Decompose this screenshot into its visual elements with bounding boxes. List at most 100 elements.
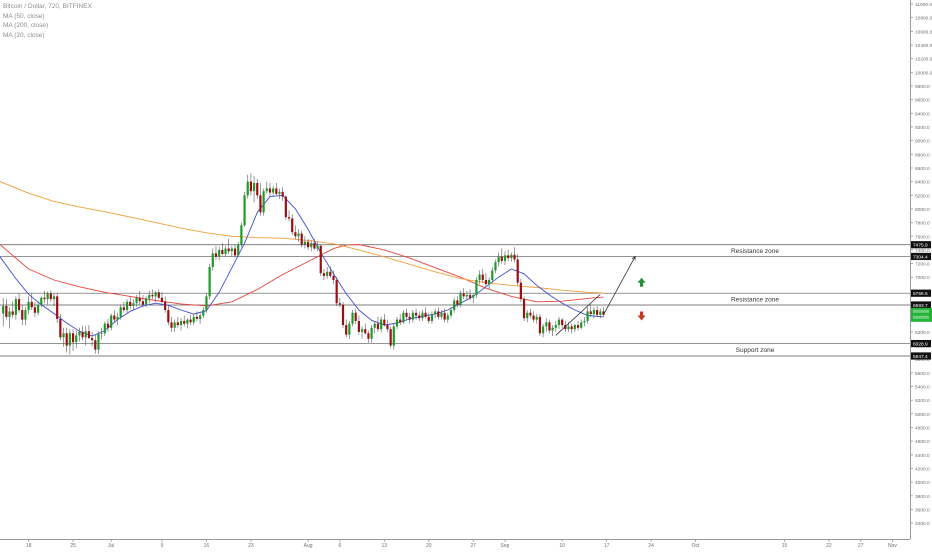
candle-body xyxy=(65,333,68,346)
x-tick-label: Oct xyxy=(692,543,700,549)
price-label-box xyxy=(911,339,931,348)
candle-body xyxy=(580,322,583,328)
candle-body xyxy=(535,316,538,320)
y-tick-label: 7200.0 xyxy=(915,262,930,268)
candle-body xyxy=(322,273,326,276)
legend-symbol[interactable]: Bitcoin / Dollar, 720, BITFINEX xyxy=(3,3,92,10)
y-tick-label: 7000.0 xyxy=(915,275,930,281)
candle-body xyxy=(529,312,532,316)
candle-body xyxy=(602,311,605,315)
candle-body xyxy=(278,191,281,194)
candle-body xyxy=(75,335,78,343)
x-tick-label: 10 xyxy=(559,543,565,549)
candle-body xyxy=(243,195,246,226)
candle-body xyxy=(507,255,510,259)
y-tick-label: 8600.0 xyxy=(915,166,930,172)
up-arrow-icon xyxy=(637,277,646,287)
candle-body xyxy=(91,338,94,341)
candle-body xyxy=(240,225,243,245)
candle-body xyxy=(259,195,262,213)
y-tick-label: 10400.0 xyxy=(915,43,932,49)
y-tick-label: 10600.0 xyxy=(915,29,932,35)
price-label: 7475.9 xyxy=(913,243,928,249)
candle-body xyxy=(84,331,87,338)
legend-ma20[interactable]: MA (20, close) xyxy=(3,31,45,39)
y-tick-label: 8000.0 xyxy=(915,207,930,213)
candle-body xyxy=(554,325,557,328)
candle-body xyxy=(141,301,145,305)
current-price-badge xyxy=(911,307,932,322)
candle-body xyxy=(21,310,24,320)
candle-body xyxy=(522,299,526,319)
x-axis[interactable]: 18 25 Jul 9 16 23 Aug 6 13 20 27 Sep 10 17 24 Oct 15 22 27… xyxy=(0,539,910,549)
x-tick-label: 24 xyxy=(648,543,654,549)
candle-body xyxy=(135,297,138,304)
y-tick-label: 4400.0 xyxy=(915,453,930,459)
candle-body xyxy=(497,256,500,263)
candle-body xyxy=(300,233,303,245)
x-tick-label: 22 xyxy=(826,543,832,549)
candle-body xyxy=(49,293,52,300)
x-tick-label: 27 xyxy=(858,543,864,549)
candle-body xyxy=(538,316,542,334)
candle-body xyxy=(144,298,148,305)
candle-body xyxy=(367,333,370,339)
candle-body xyxy=(52,296,56,300)
candle-body xyxy=(595,310,599,315)
candle-body xyxy=(446,315,449,320)
legend-ma200[interactable]: MA (200, close) xyxy=(3,22,49,29)
price-label: 5847.4 xyxy=(913,354,928,360)
candle-body xyxy=(583,320,586,323)
candle-body xyxy=(332,275,335,280)
candle-body xyxy=(157,292,160,298)
candle-body xyxy=(106,323,110,328)
price-label: 7304.4 xyxy=(913,254,928,260)
ma-line-2 xyxy=(0,194,604,337)
x-tick-label: 6 xyxy=(338,543,341,549)
candle-body xyxy=(275,188,278,194)
candle-body xyxy=(310,243,313,248)
y-tick-label: 5000.0 xyxy=(915,412,930,418)
candle-body xyxy=(272,188,275,193)
candle-body xyxy=(11,311,14,315)
candle-body xyxy=(24,310,27,320)
candle-body xyxy=(211,253,214,267)
candle-body xyxy=(268,188,272,193)
candle-body xyxy=(335,279,338,304)
candle-body xyxy=(443,312,446,320)
candle-body xyxy=(360,329,364,332)
price-label: 6766.5 xyxy=(913,291,928,297)
candle-body xyxy=(33,307,37,313)
candle-body xyxy=(87,331,91,339)
zone-label: Support zone xyxy=(736,347,775,354)
candle-body xyxy=(468,295,472,298)
x-tick-label: 18 xyxy=(26,543,32,549)
candle-body xyxy=(326,271,329,276)
price-label-box xyxy=(911,301,931,309)
candle-body xyxy=(170,322,173,328)
candle-body xyxy=(434,311,437,315)
x-tick-label: 15 xyxy=(782,543,788,549)
legend-ma50[interactable]: MA (50, close) xyxy=(3,12,45,20)
candle-body xyxy=(17,299,21,311)
candle-body xyxy=(179,320,183,326)
candle-body xyxy=(316,245,319,249)
candle-body xyxy=(281,191,284,197)
candle-body xyxy=(329,271,332,276)
y-tick-label: 5200.0 xyxy=(915,398,930,404)
y-tick-label: 8800.0 xyxy=(915,152,930,158)
y-axis[interactable]: 3400.0 3600.0 3800.0 4000.0 4200.0 4400.0 4600… xyxy=(910,0,932,539)
candle-body xyxy=(341,304,345,326)
candle-body xyxy=(488,279,491,285)
candle-body xyxy=(500,256,503,261)
candle-body xyxy=(195,316,199,319)
candle-body xyxy=(291,218,294,233)
candle-body xyxy=(589,311,592,315)
candle-body xyxy=(449,310,453,316)
candle-body xyxy=(519,282,522,300)
candle-body xyxy=(510,254,513,259)
candle-body xyxy=(214,253,218,257)
candle-body xyxy=(148,295,151,299)
candle-body xyxy=(287,217,291,219)
